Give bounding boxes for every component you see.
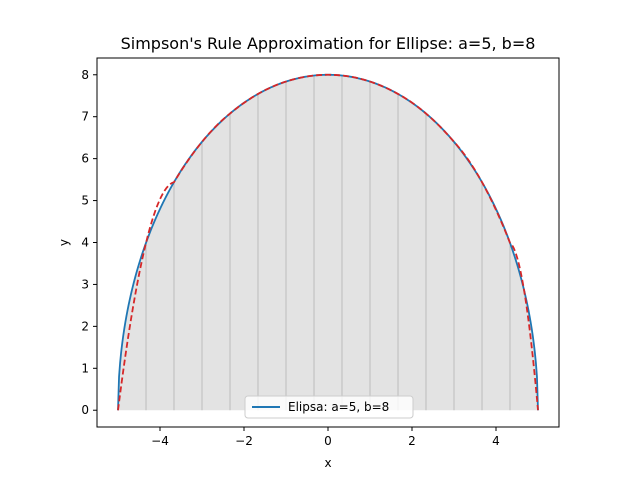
series-simpson-approx-line — [117, 73, 539, 411]
y-axis-ticks: 0 1 2 3 4 5 6 7 8 — [81, 68, 97, 417]
y-tick-label: 8 — [81, 68, 89, 82]
y-tick-label: 3 — [81, 277, 89, 291]
chart-title: Simpson's Rule Approximation for Ellipse… — [121, 34, 536, 53]
x-tick-label: 2 — [408, 434, 416, 448]
y-tick-label: 0 — [81, 403, 89, 417]
legend-box — [244, 395, 414, 419]
simpson-area-fill — [118, 74, 538, 411]
x-tick-label: −2 — [235, 434, 253, 448]
x-tick-label: 4 — [492, 434, 500, 448]
x-axis-label: x — [324, 456, 331, 470]
y-tick-label: 1 — [81, 361, 89, 375]
y-tick-label: 7 — [81, 110, 89, 124]
y-axis-label: y — [57, 239, 71, 246]
x-axis-ticks: −4 −2 0 2 4 — [151, 427, 500, 448]
x-tick-label: 0 — [324, 434, 332, 448]
y-tick-label: 5 — [81, 194, 89, 208]
plot-area — [117, 73, 539, 411]
y-tick-label: 4 — [81, 236, 89, 250]
legend: Elipsa: a=5, b=8 — [244, 395, 414, 419]
y-tick-label: 6 — [81, 152, 89, 166]
y-tick-label: 2 — [81, 319, 89, 333]
legend-label: Elipsa: a=5, b=8 — [288, 400, 389, 414]
x-tick-label: −4 — [151, 434, 169, 448]
